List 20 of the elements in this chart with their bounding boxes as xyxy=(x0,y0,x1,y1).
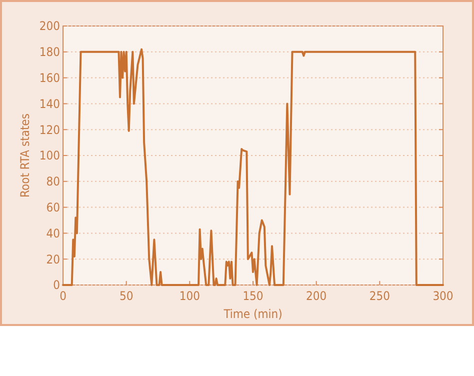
x-tick-label: 50 xyxy=(119,289,134,303)
x-tick-label: 300 xyxy=(432,289,454,303)
y-tick-label: 200 xyxy=(39,19,60,34)
x-axis-title: Time (min) xyxy=(222,307,282,321)
y-axis-title: Root RTA states xyxy=(18,113,32,198)
y-tick-label: 80 xyxy=(46,174,60,189)
x-tick-label: 200 xyxy=(306,289,327,303)
x-tick-label: 150 xyxy=(242,289,264,303)
x-tick-label: 100 xyxy=(179,289,200,303)
y-tick-label: 20 xyxy=(46,252,60,266)
y-tick-label: 40 xyxy=(46,226,60,240)
y-tick-label: 180 xyxy=(39,45,60,60)
y-tick-label: 60 xyxy=(46,200,60,214)
line-series xyxy=(62,48,444,286)
y-tick-label: 120 xyxy=(39,122,60,137)
y-tick-label: 100 xyxy=(39,148,60,163)
y-tick-label: 140 xyxy=(39,96,60,111)
y-tick-label: 0 xyxy=(53,278,60,292)
y-tick-label: 160 xyxy=(39,71,60,85)
x-tick-label: 250 xyxy=(369,289,390,303)
